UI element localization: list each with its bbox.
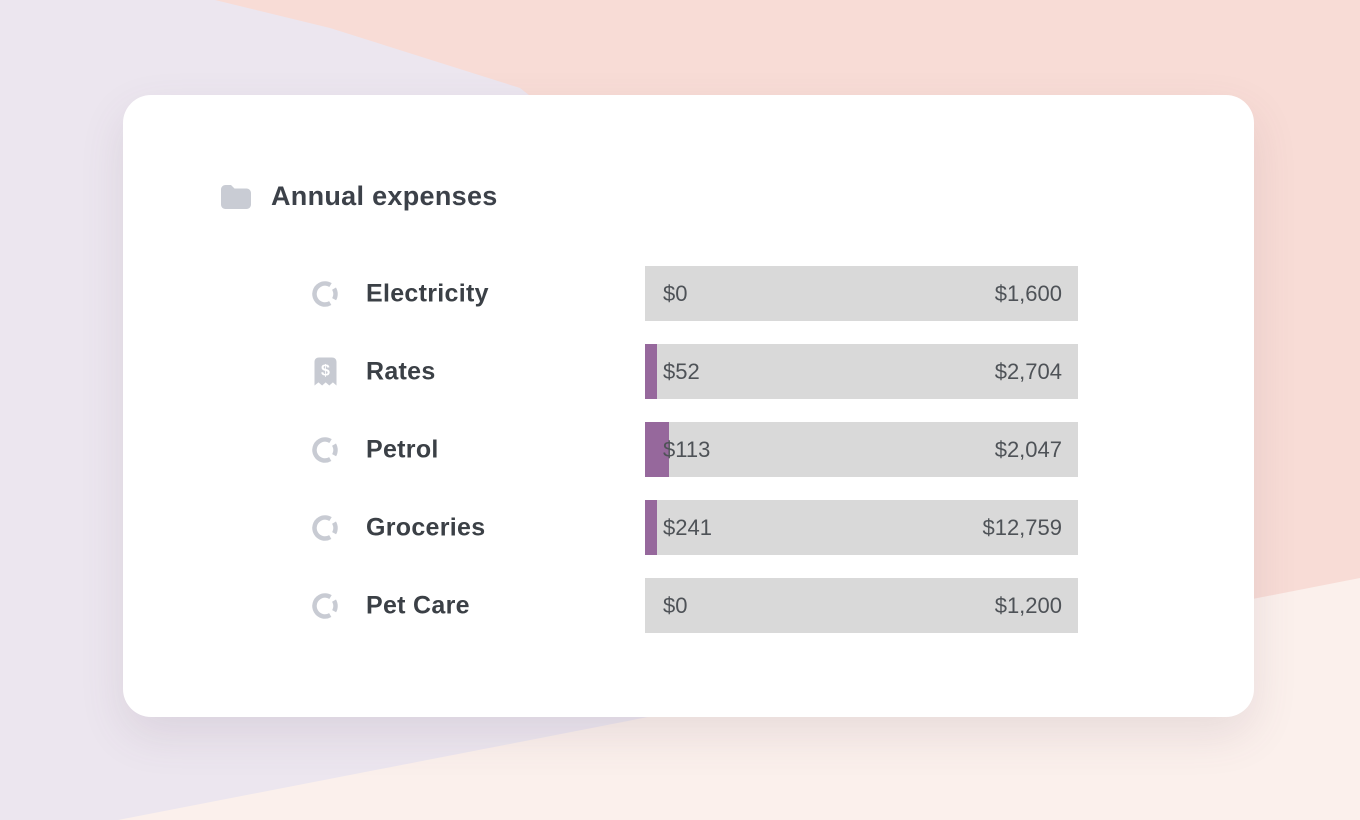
- svg-text:$: $: [321, 363, 330, 380]
- spent-amount: $113: [663, 436, 711, 462]
- budget-progress-fill: [645, 344, 657, 399]
- budget-amount: $1,600: [994, 280, 1062, 306]
- donut-chart-icon: [309, 590, 341, 622]
- budget-amount: $1,200: [994, 592, 1062, 618]
- donut-chart-icon: [309, 278, 341, 310]
- receipt-dollar-icon: $: [309, 356, 341, 388]
- expense-row[interactable]: Petrol $113 $2,047: [123, 422, 1254, 477]
- annual-expenses-card: Annual expenses Electricity $0 $1,600 $ …: [123, 95, 1254, 717]
- spent-amount: $241: [663, 514, 712, 540]
- donut-chart-icon: [309, 434, 341, 466]
- budget-progress-bar: $0 $1,600: [645, 266, 1078, 321]
- card-title: Annual expenses: [271, 181, 498, 211]
- expense-row[interactable]: $ Rates $52 $2,704: [123, 344, 1254, 399]
- spent-amount: $0: [663, 280, 688, 306]
- expense-category-label: Pet Care: [366, 591, 470, 619]
- card-header: Annual expenses: [219, 181, 498, 212]
- expense-category-label: Electricity: [366, 279, 489, 307]
- donut-chart-icon: [309, 512, 341, 544]
- expense-row[interactable]: Groceries $241 $12,759: [123, 500, 1254, 555]
- budget-progress-bar: $0 $1,200: [645, 578, 1078, 633]
- expense-category-label: Groceries: [366, 513, 486, 541]
- expense-row[interactable]: Electricity $0 $1,600: [123, 266, 1254, 321]
- budget-progress-fill: [645, 500, 657, 555]
- expense-rows: Electricity $0 $1,600 $ Rates $52 $2,704: [123, 266, 1254, 656]
- budget-progress-bar: $241 $12,759: [645, 500, 1078, 555]
- budget-amount: $2,047: [994, 436, 1062, 462]
- expense-category-label: Rates: [366, 357, 436, 385]
- expense-row[interactable]: Pet Care $0 $1,200: [123, 578, 1254, 633]
- expense-category-label: Petrol: [366, 435, 439, 463]
- budget-amount: $2,704: [994, 358, 1062, 384]
- spent-amount: $52: [663, 358, 700, 384]
- budget-amount: $12,759: [982, 514, 1062, 540]
- budget-progress-bar: $113 $2,047: [645, 422, 1078, 477]
- budget-progress-bar: $52 $2,704: [645, 344, 1078, 399]
- budget-progress-fill: [645, 422, 669, 477]
- folder-icon: [219, 183, 253, 211]
- spent-amount: $0: [663, 592, 688, 618]
